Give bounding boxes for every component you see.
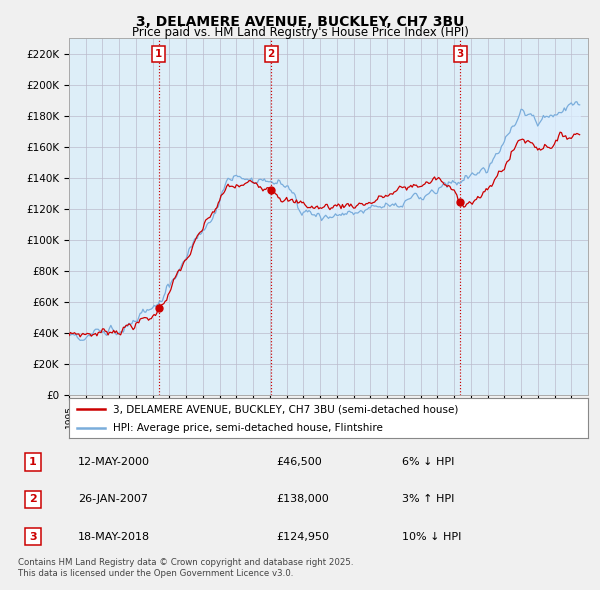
Text: Price paid vs. HM Land Registry's House Price Index (HPI): Price paid vs. HM Land Registry's House … [131, 26, 469, 39]
Text: 10% ↓ HPI: 10% ↓ HPI [402, 532, 461, 542]
Text: 12-MAY-2000: 12-MAY-2000 [78, 457, 150, 467]
Text: 1: 1 [155, 50, 163, 60]
Text: 3: 3 [29, 532, 37, 542]
Text: Contains HM Land Registry data © Crown copyright and database right 2025.
This d: Contains HM Land Registry data © Crown c… [18, 558, 353, 578]
Text: 3, DELAMERE AVENUE, BUCKLEY, CH7 3BU (semi-detached house): 3, DELAMERE AVENUE, BUCKLEY, CH7 3BU (se… [113, 404, 458, 414]
Text: 3% ↑ HPI: 3% ↑ HPI [402, 494, 454, 504]
Text: £124,950: £124,950 [276, 532, 329, 542]
Text: 1: 1 [29, 457, 37, 467]
Text: 26-JAN-2007: 26-JAN-2007 [78, 494, 148, 504]
Text: £46,500: £46,500 [276, 457, 322, 467]
Text: 6% ↓ HPI: 6% ↓ HPI [402, 457, 454, 467]
Text: 2: 2 [29, 494, 37, 504]
Text: 3: 3 [457, 50, 464, 60]
Text: 3, DELAMERE AVENUE, BUCKLEY, CH7 3BU: 3, DELAMERE AVENUE, BUCKLEY, CH7 3BU [136, 15, 464, 29]
Text: HPI: Average price, semi-detached house, Flintshire: HPI: Average price, semi-detached house,… [113, 423, 383, 433]
Text: £138,000: £138,000 [276, 494, 329, 504]
Text: 2: 2 [268, 50, 275, 60]
Text: 18-MAY-2018: 18-MAY-2018 [78, 532, 150, 542]
